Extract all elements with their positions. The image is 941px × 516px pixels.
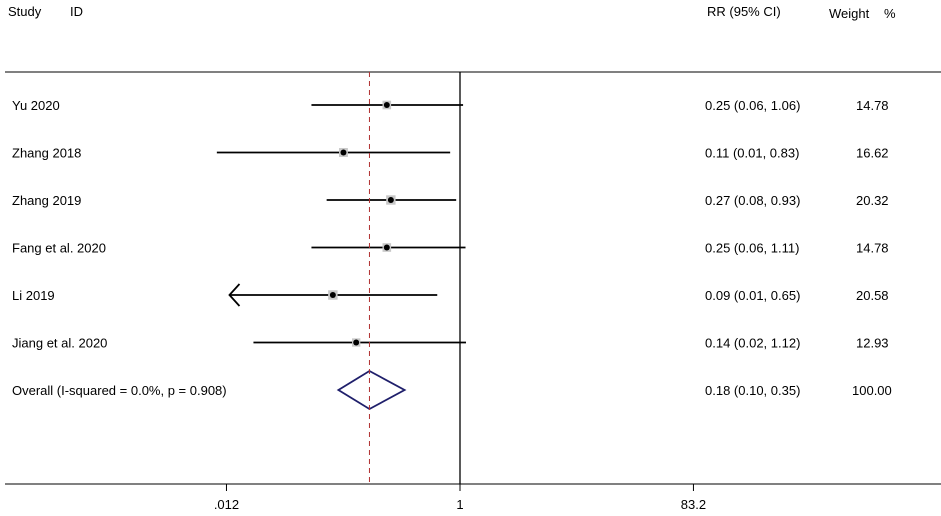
point-estimate (383, 244, 390, 251)
weight-value: 12.93 (856, 336, 889, 351)
study-row: Zhang 2019 0.27 (0.08, 0.93) 20.32 (12, 193, 889, 208)
study-label: Zhang 2019 (12, 193, 81, 208)
x-tick-label: 1 (456, 497, 463, 512)
point-estimate (340, 149, 347, 156)
study-label: Zhang 2018 (12, 146, 81, 161)
overall-row: Overall (I-squared = 0.0%, p = 0.908) 0.1… (12, 369, 892, 411)
ci-value: 0.27 (0.08, 0.93) (705, 193, 800, 208)
weight-value: 20.58 (856, 288, 889, 303)
study-header: Study (8, 4, 42, 19)
study-label: Fang et al. 2020 (12, 241, 106, 256)
weight-header: Weight (829, 6, 870, 21)
study-label: Jiang et al. 2020 (12, 336, 107, 351)
point-estimate (383, 102, 390, 108)
overall-diamond (336, 369, 407, 411)
point-estimate (329, 292, 336, 298)
ci-value: 0.25 (0.06, 1.11) (705, 241, 799, 256)
weight-value: 16.62 (856, 146, 889, 161)
study-row: Fang et al. 2020 0.25 (0.06, 1.11) 14.78 (12, 241, 889, 256)
study-row: Yu 2020 0.25 (0.06, 1.06) 14.78 (12, 98, 889, 113)
point-estimate (387, 197, 394, 203)
overall-ci-value: 0.18 (0.10, 0.35) (705, 383, 800, 398)
weight-value: 14.78 (856, 98, 889, 113)
study-label: Li 2019 (12, 288, 55, 303)
overall-weight-value: 100.00 (852, 383, 892, 398)
study-row: Li 2019 0.09 (0.01, 0.65) 20.58 (12, 283, 889, 307)
id-header: ID (70, 4, 83, 19)
study-row: Jiang et al. 2020 0.14 (0.02, 1.12) 12.93 (12, 336, 889, 351)
overall-label: Overall (I-squared = 0.0%, p = 0.908) (12, 383, 227, 398)
ci-value: 0.25 (0.06, 1.06) (705, 98, 800, 113)
point-estimate (353, 339, 360, 346)
weight-value: 20.32 (856, 193, 889, 208)
x-tick-label: .012 (214, 497, 239, 512)
study-row: Zhang 2018 0.11 (0.01, 0.83) 16.62 (12, 146, 889, 161)
effect-header: RR (95% CI) (707, 4, 781, 19)
ci-value: 0.11 (0.01, 0.83) (705, 146, 799, 161)
ci-value: 0.09 (0.01, 0.65) (705, 288, 800, 303)
weight-value: 14.78 (856, 241, 889, 256)
ci-value: 0.14 (0.02, 1.12) (705, 336, 800, 351)
study-label: Yu 2020 (12, 98, 60, 113)
ci-truncation-arrow (228, 283, 241, 307)
x-tick-label: 83.2 (681, 497, 706, 512)
weight-unit-header: % (884, 6, 896, 21)
